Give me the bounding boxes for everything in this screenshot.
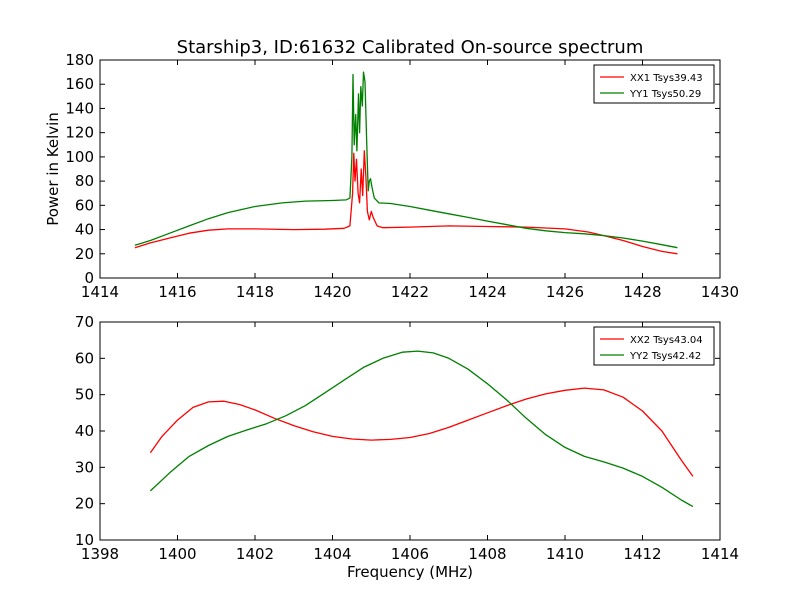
top-y-tick-label: 140 [65,99,94,117]
top-y-tick-label: 180 [65,51,94,69]
bottom-legend-label-1: XX2 Tsys43.04 [630,335,703,346]
bottom-series-line-1 [149,387,694,477]
top-x-tick-label: 1428 [623,283,661,301]
bottom-y-tick-label: 10 [75,531,94,549]
bottom-series-line-2 [149,350,694,508]
bottom-y-tick-label: 60 [75,349,94,367]
bottom-x-tick-label: 1406 [391,545,429,563]
top-y-tick-label: 80 [75,172,94,190]
top-legend-box [593,64,715,104]
bottom-y-tick-label: 40 [75,422,94,440]
top-legend-label-1: XX1 Tsys39.43 [630,73,703,84]
top-y-axis-label: Power in Kelvin [44,112,62,226]
bottom-legend-label-2: YY2 Tsys42.42 [629,351,701,362]
top-y-tick-label: 0 [84,269,94,287]
top-chart-panel: 1414 1416 1418 1420 1422 1424 1426 1428 1430 0 20 4… [44,51,739,301]
bottom-x-tick-label: 1404 [313,545,351,563]
bottom-x-tick-label: 1402 [236,545,274,563]
top-y-tick-label: 20 [75,245,94,263]
bottom-legend: XX2 Tsys43.04 YY2 Tsys42.42 [593,326,715,366]
top-series-line-2 [134,71,678,249]
top-x-tick-label: 1426 [546,283,584,301]
chart-title: Starship3, ID:61632 Calibrated On-source… [177,37,644,58]
top-x-tick-label: 1414 [81,283,119,301]
top-x-tick-label: 1422 [391,283,429,301]
top-y-tick-label: 120 [65,124,94,142]
bottom-x-tick-label: 1408 [468,545,506,563]
bottom-x-tick-label: 1410 [546,545,584,563]
bottom-legend-box [593,326,715,366]
top-series-line-1 [134,150,678,255]
top-x-tick-label: 1420 [313,283,351,301]
bottom-x-tick-label: 1414 [701,545,739,563]
top-y-tick-label: 40 [75,221,94,239]
top-y-tick-label: 100 [65,148,94,166]
top-y-tick-label: 160 [65,75,94,93]
bottom-y-tick-label: 20 [75,495,94,513]
bottom-x-tick-label: 1398 [81,545,119,563]
bottom-x-axis-label: Frequency (MHz) [347,563,473,581]
bottom-x-tick-label: 1412 [623,545,661,563]
bottom-y-tick-label: 30 [75,458,94,476]
top-x-tick-label: 1424 [468,283,506,301]
top-legend-label-2: YY1 Tsys50.29 [629,89,701,100]
bottom-y-tick-label: 70 [75,313,94,331]
top-x-tick-label: 1430 [701,283,739,301]
top-x-tick-label: 1418 [236,283,274,301]
top-x-tick-label: 1416 [158,283,196,301]
top-y-tick-label: 60 [75,196,94,214]
bottom-y-tick-label: 50 [75,386,94,404]
top-legend: XX1 Tsys39.43 YY1 Tsys50.29 [593,64,715,104]
bottom-x-tick-label: 1400 [158,545,196,563]
bottom-chart-panel: 1398 1400 1402 1404 1406 1408 1410 1412 1414 10 20… [75,313,739,581]
